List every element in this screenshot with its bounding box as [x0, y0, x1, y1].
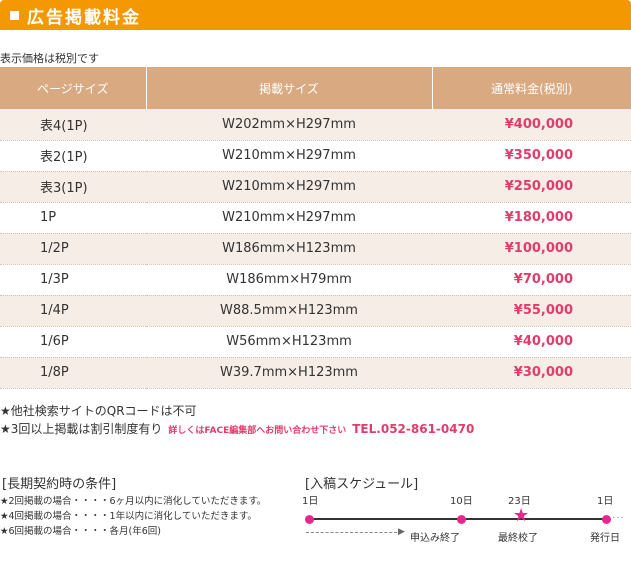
- list-item: ★4回掲載の場合・・・・1年以内に消化していただきます。: [0, 511, 257, 522]
- long-term-heading: [長期契約時の条件]: [2, 477, 117, 492]
- timeline-dot-icon: [602, 514, 611, 524]
- table-row: 1/4P W88.5mm×H123mm ¥55,000: [0, 295, 631, 327]
- cell-dimensions: W202mm×H297mm: [146, 109, 432, 141]
- table-row: 1/3P W186mm×H79mm ¥70,000: [0, 264, 631, 296]
- square-bullet-icon: [10, 10, 19, 20]
- dashed-arrow-line: [306, 532, 402, 533]
- table-row: 1P W210mm×H297mm ¥180,000: [0, 202, 631, 234]
- arrow-right-icon: ▶: [398, 527, 405, 537]
- list-item: ★2回掲載の場合・・・・6ヶ月以内に消化していただきます。: [0, 496, 267, 507]
- cell-page-size: 1/2P: [0, 233, 146, 265]
- cell-price: ¥70,000: [432, 264, 631, 296]
- price-table: ページサイズ 掲載サイズ 通常料金(税別) 表4(1P) W202mm×H297…: [0, 67, 631, 389]
- cell-dimensions: W210mm×H297mm: [146, 202, 432, 234]
- timeline-label-23rd: 23日: [508, 496, 531, 507]
- cell-price: ¥400,000: [432, 109, 631, 141]
- star-icon: ★: [513, 505, 530, 526]
- schedule-heading: [入稿スケジュール]: [305, 477, 419, 492]
- timeline-label-10th: 10日: [450, 496, 473, 507]
- cell-price: ¥100,000: [432, 233, 631, 265]
- cell-page-size: 1P: [0, 202, 146, 234]
- discount-note-line: ★3回以上掲載は割引制度有り 詳しくはFACE編集部へお問い合わせ下さい TEL.0…: [0, 420, 474, 437]
- table-row: 1/8P W39.7mm×H123mm ¥30,000: [0, 357, 631, 389]
- cell-price: ¥40,000: [432, 326, 631, 358]
- cell-page-size: 1/8P: [0, 357, 146, 389]
- cell-page-size: 1/3P: [0, 264, 146, 296]
- deadline-final-proof: 最終校了: [498, 533, 538, 544]
- cell-dimensions: W56mm×H123mm: [146, 326, 432, 358]
- tax-note: 表示価格は税別です: [0, 52, 99, 65]
- cell-dimensions: W88.5mm×H123mm: [146, 295, 432, 327]
- header-page-size: ページサイズ: [0, 67, 146, 109]
- section-title-bar: 広告掲載料金: [0, 0, 631, 30]
- cell-dimensions: W186mm×H79mm: [146, 264, 432, 296]
- cell-dimensions: W186mm×H123mm: [146, 233, 432, 265]
- cell-dimensions: W39.7mm×H123mm: [146, 357, 432, 389]
- deadline-application: 申込み終了: [410, 533, 460, 544]
- cell-dimensions: W210mm×H297mm: [146, 140, 432, 172]
- timeline-label-next-1st: 1日: [597, 496, 614, 507]
- page-title: 広告掲載料金: [27, 7, 141, 28]
- header-dimensions: 掲載サイズ: [145, 67, 432, 109]
- cell-price: ¥250,000: [432, 171, 631, 203]
- table-header-row: ページサイズ 掲載サイズ 通常料金(税別): [0, 67, 631, 109]
- cell-page-size: 1/6P: [0, 326, 146, 358]
- qr-note: ★他社検索サイトのQRコードは不可: [0, 404, 197, 418]
- discount-note: ★3回以上掲載は割引制度有り: [0, 422, 163, 436]
- inquiry-note: 詳しくはFACE編集部へお問い合わせ下さい: [168, 426, 347, 436]
- table-row: 表3(1P) W210mm×H297mm ¥250,000: [0, 171, 631, 203]
- table-row: 1/2P W186mm×H123mm ¥100,000: [0, 233, 631, 265]
- timeline-dot-icon: [305, 514, 314, 524]
- schedule-timeline: 1日 10日 23日 1日 ···· ★ ▶ 申込み終了 最終校了 発行日: [300, 492, 631, 552]
- cell-price: ¥55,000: [432, 295, 631, 327]
- timeline-continuation: ····: [608, 513, 625, 524]
- cell-page-size: 表3(1P): [0, 171, 146, 203]
- header-price: 通常料金(税別): [431, 67, 631, 109]
- table-row: 表2(1P) W210mm×H297mm ¥350,000: [0, 140, 631, 172]
- timeline-dot-icon: [457, 514, 466, 524]
- cell-page-size: 1/4P: [0, 295, 146, 327]
- cell-price: ¥350,000: [432, 140, 631, 172]
- long-term-list: ★2回掲載の場合・・・・6ヶ月以内に消化していただきます。 ★4回掲載の場合・・…: [0, 494, 266, 539]
- timeline-label-start: 1日: [302, 496, 319, 507]
- cell-price: ¥180,000: [432, 202, 631, 234]
- table-row: 表4(1P) W202mm×H297mm ¥400,000: [0, 109, 631, 141]
- list-item: ★6回掲載の場合・・・・各月(年6回): [0, 526, 162, 537]
- cell-page-size: 表2(1P): [0, 140, 146, 172]
- table-row: 1/6P W56mm×H123mm ¥40,000: [0, 326, 631, 358]
- cell-dimensions: W210mm×H297mm: [146, 171, 432, 203]
- publication-date: 発行日: [590, 533, 620, 544]
- cell-price: ¥30,000: [432, 357, 631, 389]
- phone-number: TEL.052-861-0470: [352, 422, 475, 436]
- cell-page-size: 表4(1P): [0, 109, 146, 141]
